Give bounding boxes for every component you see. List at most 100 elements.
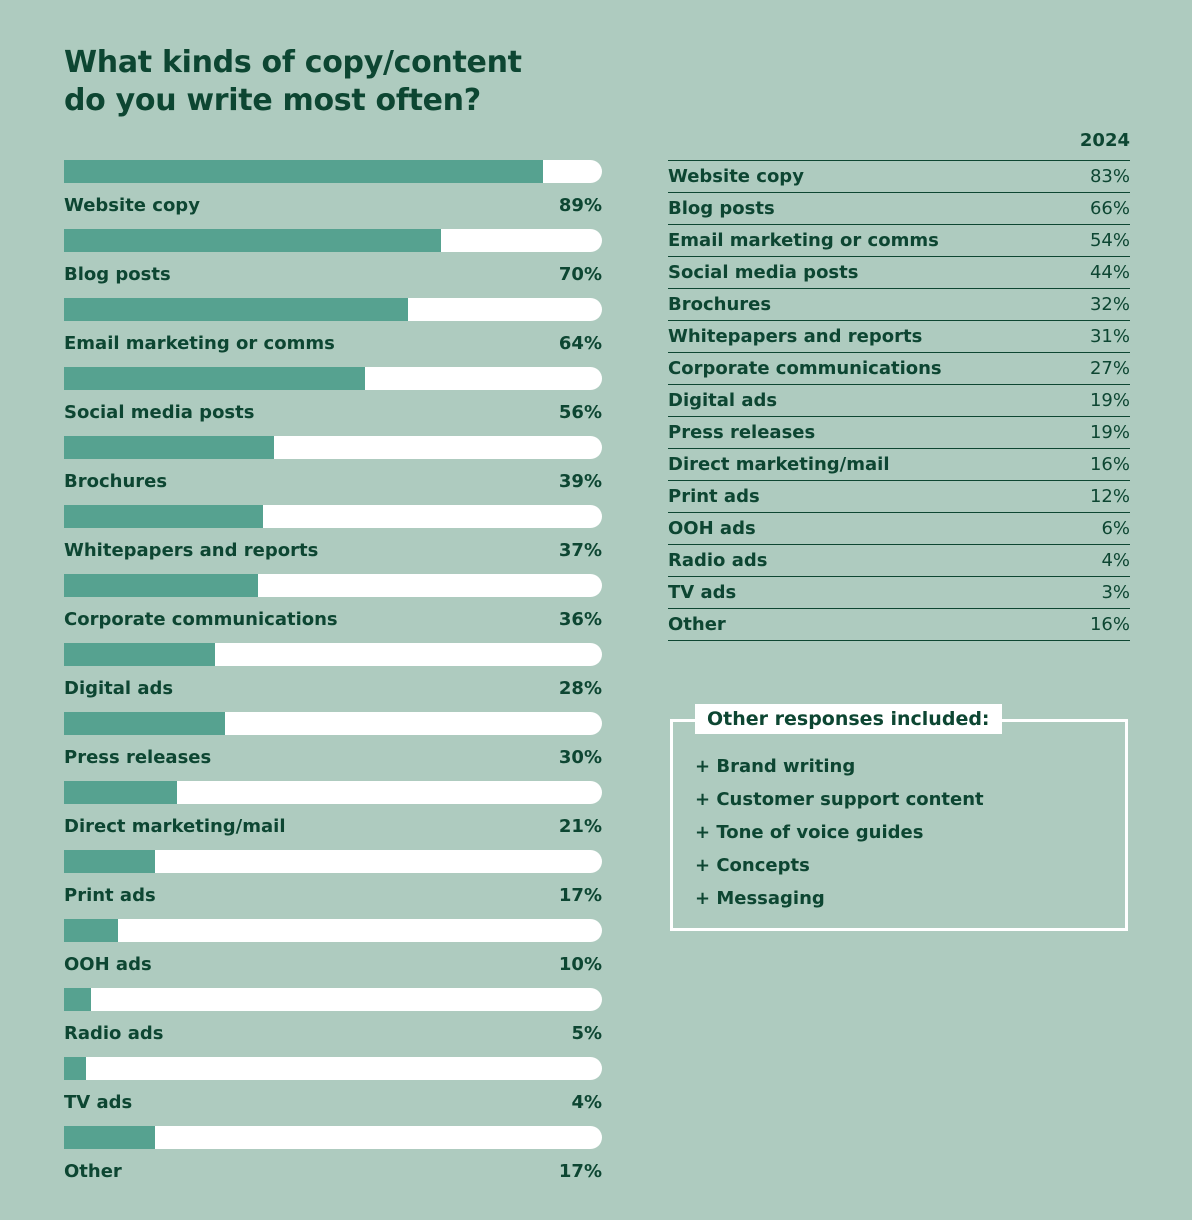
bar — [64, 574, 258, 597]
bar — [64, 1057, 86, 1080]
chart-title: What kinds of copy/content do you write … — [64, 44, 624, 120]
table-row-value: 31% — [1089, 326, 1130, 347]
table-row-label: Corporate communications — [668, 358, 942, 379]
bar-track — [64, 229, 602, 252]
bar-track — [64, 643, 602, 666]
table-year-header: 2024 — [668, 128, 1130, 161]
table-row-label: OOH ads — [668, 518, 756, 539]
bar-value-label: 28% — [558, 678, 602, 699]
bar — [64, 436, 274, 459]
bar-row: Digital ads 28% — [64, 643, 602, 712]
bar-value-label: 37% — [558, 540, 602, 561]
bar — [64, 643, 215, 666]
table-row-value: 66% — [1089, 198, 1130, 219]
table-row: Press releases 19% — [668, 417, 1130, 449]
other-response-item: + Tone of voice guides — [695, 822, 924, 843]
bar-value-label: 36% — [558, 609, 602, 630]
bar-chart: Website copy 89% Blog posts 70% Email market… — [64, 160, 602, 1195]
bar-label: Brochures — [64, 471, 168, 492]
bar-track — [64, 160, 602, 183]
table-row-value: 19% — [1089, 422, 1130, 443]
bar-value-label: 56% — [558, 402, 602, 423]
bar-track — [64, 781, 602, 804]
table-row-value: 27% — [1089, 358, 1130, 379]
bar — [64, 298, 409, 321]
bar-row: OOH ads 10% — [64, 919, 602, 988]
bar-row: Other 17% — [64, 1126, 602, 1195]
table-row-value: 3% — [1101, 582, 1130, 603]
bar — [64, 505, 264, 528]
bar-label: Direct marketing/mail — [64, 816, 286, 837]
table-row-value: 16% — [1089, 454, 1130, 475]
title-line-1: What kinds of copy/content — [64, 45, 522, 80]
bar-row: Blog posts 70% — [64, 229, 602, 298]
bar-row: Email marketing or comms 64% — [64, 298, 602, 367]
bar-row: Brochures 39% — [64, 436, 602, 505]
table-row: Brochures 32% — [668, 289, 1130, 321]
bar-track — [64, 1126, 602, 1149]
table-row-value: 16% — [1089, 614, 1130, 635]
bar-value-label: 17% — [558, 885, 602, 906]
bar — [64, 781, 177, 804]
table-row-value: 83% — [1089, 166, 1130, 187]
table-row: Radio ads 4% — [668, 545, 1130, 577]
bar-label: Print ads — [64, 885, 156, 906]
bar-value-label: 64% — [558, 333, 602, 354]
bar-value-label: 21% — [558, 816, 602, 837]
bar-row: Website copy 89% — [64, 160, 602, 229]
table-row-value: 54% — [1089, 230, 1130, 251]
bar — [64, 367, 366, 390]
bar-track — [64, 505, 602, 528]
table-row-value: 6% — [1101, 518, 1130, 539]
table-row-label: Blog posts — [668, 198, 775, 219]
other-responses-box: Other responses included: + Brand writin… — [670, 704, 1128, 931]
bar-value-label: 89% — [558, 195, 602, 216]
bar-label: Blog posts — [64, 264, 171, 285]
bar-value-label: 30% — [558, 747, 602, 768]
bar-track — [64, 919, 602, 942]
other-response-item: + Customer support content — [695, 789, 984, 810]
table-row: Other 16% — [668, 609, 1130, 641]
table-row-label: TV ads — [668, 582, 737, 603]
bar-value-label: 5% — [571, 1023, 602, 1044]
bar — [64, 988, 91, 1011]
table-row-label: Direct marketing/mail — [668, 454, 890, 475]
table-row-label: Radio ads — [668, 550, 768, 571]
bar-row: Direct marketing/mail 21% — [64, 781, 602, 850]
bar — [64, 712, 226, 735]
table-row-label: Press releases — [668, 422, 816, 443]
bar-row: Press releases 30% — [64, 712, 602, 781]
bar-track — [64, 436, 602, 459]
other-response-item: + Messaging — [695, 888, 825, 909]
bar — [64, 160, 543, 183]
bar-label: Radio ads — [64, 1023, 164, 1044]
table-row: OOH ads 6% — [668, 513, 1130, 545]
bar-row: Print ads 17% — [64, 850, 602, 919]
bar — [64, 919, 118, 942]
table-row: TV ads 3% — [668, 577, 1130, 609]
bar-track — [64, 712, 602, 735]
bar-value-label: 4% — [571, 1092, 602, 1113]
bar-row: Radio ads 5% — [64, 988, 602, 1057]
table-row: Social media posts 44% — [668, 257, 1130, 289]
bar — [64, 1126, 156, 1149]
bar-track — [64, 1057, 602, 1080]
table-row-value: 4% — [1101, 550, 1130, 571]
bar-label: Email marketing or comms — [64, 333, 335, 354]
bar-track — [64, 850, 602, 873]
comparison-table: 2024 Website copy 83% Blog posts 66% Email m… — [668, 128, 1130, 641]
bar-label: Other — [64, 1161, 122, 1182]
bar — [64, 850, 156, 873]
table-row: Whitepapers and reports 31% — [668, 321, 1130, 353]
table-row-label: Print ads — [668, 486, 760, 507]
table-row-value: 19% — [1089, 390, 1130, 411]
bar-value-label: 10% — [558, 954, 602, 975]
bar-label: Digital ads — [64, 678, 174, 699]
table-row-value: 44% — [1089, 262, 1130, 283]
bar-row: Corporate communications 36% — [64, 574, 602, 643]
bar-value-label: 39% — [558, 471, 602, 492]
table-row-label: Brochures — [668, 294, 772, 315]
bar-label: Social media posts — [64, 402, 255, 423]
table-row-label: Social media posts — [668, 262, 859, 283]
bar — [64, 229, 441, 252]
